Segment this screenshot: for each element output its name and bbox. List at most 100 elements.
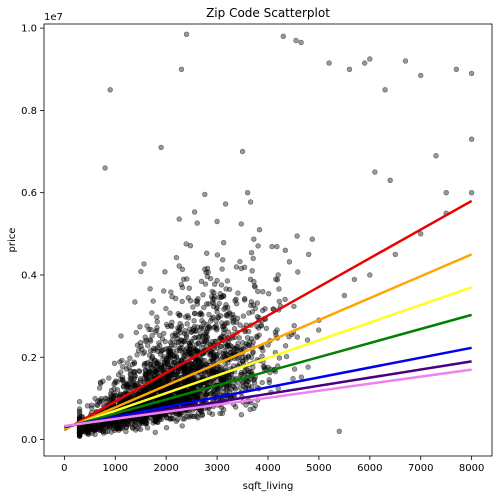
scatter-point bbox=[220, 326, 227, 333]
scatter-point bbox=[208, 318, 214, 324]
scatter-point bbox=[186, 285, 193, 291]
scatter-point bbox=[254, 300, 260, 306]
scatter-point bbox=[290, 376, 296, 382]
scatter-point bbox=[468, 136, 475, 142]
scatter-point bbox=[443, 190, 449, 196]
scatter-point bbox=[190, 361, 197, 367]
scatter-point bbox=[146, 326, 152, 333]
scatter-point bbox=[217, 313, 224, 319]
scatter-point bbox=[255, 243, 261, 249]
scatter-point bbox=[149, 310, 155, 316]
scatter-point bbox=[244, 190, 251, 196]
scatter-point bbox=[126, 365, 132, 371]
scatter-point bbox=[261, 363, 268, 370]
scatter-point bbox=[181, 352, 187, 358]
scatter-point bbox=[124, 360, 130, 366]
scatter-point bbox=[219, 410, 226, 417]
x-tick-label: 1000 bbox=[103, 463, 128, 474]
scatter-point bbox=[142, 334, 148, 340]
y-tick-label: 0.0 bbox=[21, 435, 37, 446]
scatter-point bbox=[217, 335, 223, 342]
scatter-point bbox=[127, 371, 134, 377]
scatter-point bbox=[172, 330, 178, 337]
x-tick-label: 0 bbox=[61, 463, 67, 474]
scatter-point bbox=[262, 306, 268, 312]
scatter-point bbox=[155, 359, 161, 365]
scatter-point bbox=[152, 429, 159, 436]
scatter-point bbox=[283, 353, 290, 360]
scatter-point bbox=[132, 418, 138, 424]
scatter-point bbox=[226, 286, 233, 293]
scatter-point bbox=[200, 292, 206, 298]
scatter-point bbox=[291, 323, 297, 329]
scatter-point bbox=[183, 31, 190, 37]
scatter-point bbox=[254, 314, 261, 320]
scatter-point bbox=[239, 148, 246, 155]
scatter-point bbox=[157, 332, 163, 339]
x-tick-label: 7000 bbox=[408, 463, 433, 474]
scatter-point bbox=[107, 87, 113, 93]
scatter-point bbox=[225, 320, 231, 326]
scatter-point bbox=[214, 277, 220, 284]
scatter-point bbox=[176, 216, 182, 222]
scatter-point bbox=[240, 313, 247, 319]
scatter-point bbox=[266, 291, 272, 297]
scatter-point bbox=[282, 343, 289, 349]
x-tick-label: 3000 bbox=[204, 463, 229, 474]
scatter-point bbox=[367, 272, 373, 278]
scatter-point bbox=[125, 381, 132, 387]
scatter-point bbox=[179, 266, 186, 272]
scatter-point bbox=[230, 318, 236, 324]
scatter-point bbox=[125, 418, 132, 424]
scatter-point bbox=[140, 350, 146, 357]
scatter-point bbox=[295, 269, 301, 275]
scatter-point bbox=[154, 319, 160, 325]
scatter-point bbox=[207, 275, 214, 282]
scatter-point bbox=[294, 334, 300, 340]
scatter-point bbox=[351, 276, 358, 283]
scatter-point bbox=[173, 295, 179, 302]
scatter-point bbox=[280, 33, 286, 39]
chart-title: Zip Code Scatterplot bbox=[206, 6, 330, 20]
x-axis-label: sqft_living bbox=[243, 481, 294, 492]
scatter-point bbox=[99, 424, 105, 430]
x-tick-label: 4000 bbox=[255, 463, 280, 474]
scatter-point bbox=[156, 416, 163, 423]
scatter-point bbox=[162, 269, 168, 275]
scatter-point bbox=[176, 263, 182, 269]
scatter-point bbox=[174, 416, 181, 422]
scatter-point bbox=[252, 284, 258, 290]
scatter-point bbox=[246, 342, 252, 349]
scatter-point bbox=[76, 430, 83, 436]
scatter-point bbox=[236, 335, 242, 341]
scatter-point bbox=[172, 371, 178, 378]
scatter-point bbox=[259, 353, 265, 359]
scatter-point bbox=[316, 327, 322, 333]
scatter-point bbox=[179, 298, 185, 305]
scatter-point bbox=[148, 348, 154, 354]
scatter-point bbox=[97, 379, 104, 385]
scatter-point bbox=[235, 340, 241, 347]
scatter-point bbox=[107, 391, 114, 397]
scatter-point bbox=[153, 363, 160, 369]
scatter-point bbox=[246, 328, 252, 335]
scatter-point bbox=[367, 56, 373, 62]
scatter-point bbox=[137, 426, 144, 433]
scatter-point bbox=[128, 376, 134, 382]
scatter-point bbox=[168, 359, 175, 365]
scatter-point bbox=[254, 334, 260, 341]
scatter-point bbox=[184, 276, 190, 282]
scatter-point bbox=[114, 387, 121, 393]
scatter-point bbox=[184, 321, 190, 327]
y-axis-label: price bbox=[7, 228, 18, 253]
scatter-point bbox=[382, 87, 388, 93]
scatter-point bbox=[203, 269, 209, 276]
regression-line-1 bbox=[63, 199, 473, 432]
scatter-point bbox=[192, 310, 198, 317]
scatter-point bbox=[144, 425, 151, 431]
scatter-point bbox=[202, 191, 208, 198]
scatter-point bbox=[286, 259, 293, 265]
scatter-point bbox=[168, 289, 174, 295]
scatter-point bbox=[468, 190, 475, 196]
scatter-point bbox=[282, 296, 288, 303]
